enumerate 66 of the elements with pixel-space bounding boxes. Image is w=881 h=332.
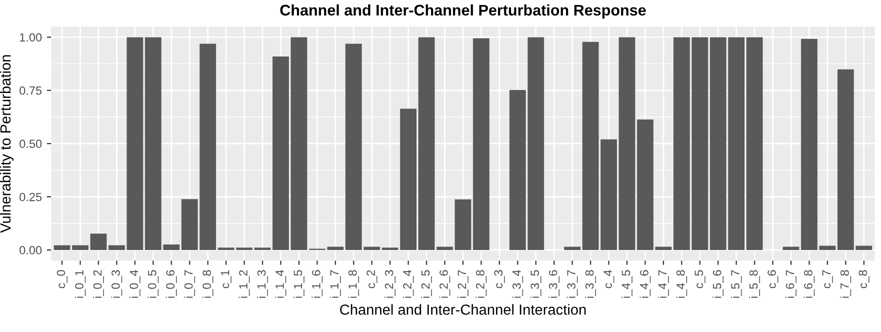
x-tick-label: c_7 <box>822 270 833 288</box>
x-tick-label: c_2 <box>366 270 378 288</box>
x-tick-label: i_0_5 <box>148 270 159 298</box>
bar <box>418 37 435 250</box>
x-tick-label: i_3_4 <box>512 270 524 298</box>
bar <box>454 199 472 250</box>
x-tick-label: i_5_8 <box>749 270 760 298</box>
bar <box>90 234 107 250</box>
bar <box>746 37 763 250</box>
x-tick-label: i_5_7 <box>730 270 742 298</box>
x-tick-label: i_5_6 <box>712 270 724 298</box>
x-tick-label: i_2_8 <box>476 270 487 298</box>
y-axis-title: Vulnerability to Perturbation <box>0 55 14 233</box>
bar <box>72 245 88 250</box>
x-tick-label: c_4 <box>604 270 614 288</box>
x-tick-label: i_4_5 <box>621 270 632 298</box>
x-tick-label: i_1_7 <box>330 270 341 298</box>
bar <box>436 246 453 250</box>
x-tick-label: i_2_7 <box>457 270 468 298</box>
x-tick-label: c_1 <box>220 270 232 288</box>
x-tick-label: i_1_4 <box>275 270 286 298</box>
x-tick-label: i_2_6 <box>439 270 450 298</box>
x-tick-label: i_0_6 <box>166 270 177 298</box>
x-tick-label: c_8 <box>858 270 870 288</box>
x-tick-label: i_0_3 <box>111 270 122 298</box>
y-tick-label: 0.50 <box>20 140 42 148</box>
bar <box>472 38 490 250</box>
chart-title: Channel and Inter-Channel Perturbation Response <box>280 4 646 19</box>
x-tick-label: c_6 <box>768 270 778 288</box>
x-tick-label: i_1_5 <box>293 270 304 298</box>
x-tick-label: i_0_4 <box>129 270 140 298</box>
x-tick-label: i_3_6 <box>548 270 560 298</box>
x-tick-label: i_1_3 <box>256 270 268 298</box>
x-tick-label: i_0_7 <box>184 270 195 298</box>
y-tick-label: 0.25 <box>20 192 42 202</box>
y-tick-label: 0.00 <box>20 246 42 254</box>
x-tick-label: i_0_1 <box>74 270 86 298</box>
x-tick-label: i_2_5 <box>421 270 432 298</box>
x-tick-label: c_5 <box>694 270 706 288</box>
bar <box>600 139 617 250</box>
x-axis-title: Channel and Inter-Channel Interaction <box>340 304 586 315</box>
bar <box>54 245 70 250</box>
x-tick-label: i_2_3 <box>384 270 396 298</box>
x-tick-label: i_3_8 <box>585 270 596 298</box>
x-tick-label: i_1_2 <box>238 270 250 298</box>
x-tick-label: c_3 <box>494 270 505 288</box>
bar <box>564 246 581 250</box>
x-tick-label: i_4_6 <box>640 270 651 298</box>
x-tick-label: i_1_6 <box>312 270 323 298</box>
y-tick-label: 1.00 <box>20 33 42 42</box>
bar <box>782 246 800 250</box>
x-tick-label: i_6_8 <box>804 270 815 298</box>
x-tick-label: i_4_8 <box>676 270 688 298</box>
x-tick-label: i_6_7 <box>786 270 796 298</box>
x-tick-label: i_0_8 <box>202 270 214 298</box>
x-tick-label: i_2_4 <box>402 270 414 298</box>
bar <box>582 42 599 250</box>
x-tick-label: i_4_7 <box>658 270 669 298</box>
x-tick-label: i_3_7 <box>566 270 578 298</box>
x-tick-label: c_0 <box>56 270 68 288</box>
x-tick-label: i_0_2 <box>92 270 104 298</box>
y-tick-label: 0.75 <box>20 86 42 95</box>
x-tick-label: i_7_8 <box>840 270 852 298</box>
x-tick-label: i_1_8 <box>348 270 360 298</box>
x-tick-label: i_3_5 <box>530 270 542 298</box>
bar <box>618 37 636 250</box>
